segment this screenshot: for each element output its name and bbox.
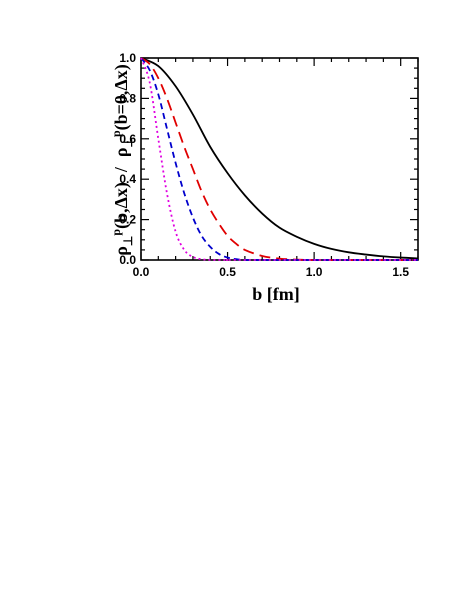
svg-text:ρ⊥p(b,Δx)/ρ⊥p(b=0,Δx): ρ⊥p(b,Δx)/ρ⊥p(b=0,Δx): [109, 64, 135, 255]
series-layer: [140, 57, 419, 261]
y-label-slash: /: [111, 166, 131, 173]
y-label-rho-num: ρ: [111, 246, 131, 256]
y-tick-label: 0.4: [119, 172, 136, 186]
y-label-sub-den: ⊥: [121, 137, 135, 147]
y-label-args-den: (b=0,Δx): [111, 64, 132, 130]
y-axis-label: ρ⊥p(b,Δx)/ρ⊥p(b=0,Δx): [109, 64, 135, 255]
series-line-4: [140, 57, 418, 261]
plot-frame: [140, 57, 419, 261]
y-label-rho-den: ρ: [111, 147, 131, 157]
y-tick-label: 0.8: [119, 91, 136, 105]
x-tick-label: 0.5: [219, 265, 236, 279]
y-tick-label: 0.2: [119, 213, 136, 227]
y-tick-label: 0.6: [119, 132, 136, 146]
x-tick-labels: 0.0 0.5 1.0 1.5: [133, 265, 410, 279]
y-tick-labels: 0.0 0.2 0.4 0.6 0.8 1.0: [119, 51, 136, 267]
x-tick-label: 1.5: [392, 265, 409, 279]
series-line-1: [140, 57, 419, 260]
x-tick-label: 1.0: [306, 265, 323, 279]
y-label-args-num: (b,Δx): [111, 182, 132, 229]
x-tick-label: 0.0: [133, 265, 150, 279]
series-line-2: [140, 57, 418, 261]
x-axis-label: b [fm]: [252, 284, 300, 304]
y-label-sub-num: ⊥: [121, 236, 135, 246]
series-line-3: [140, 57, 418, 261]
tick-marks: [140, 57, 419, 261]
y-tick-label: 1.0: [119, 51, 136, 65]
y-label-sup-num: p: [109, 229, 123, 236]
y-label-sup-den: p: [109, 130, 123, 137]
y-tick-label: 0.0: [119, 253, 136, 267]
